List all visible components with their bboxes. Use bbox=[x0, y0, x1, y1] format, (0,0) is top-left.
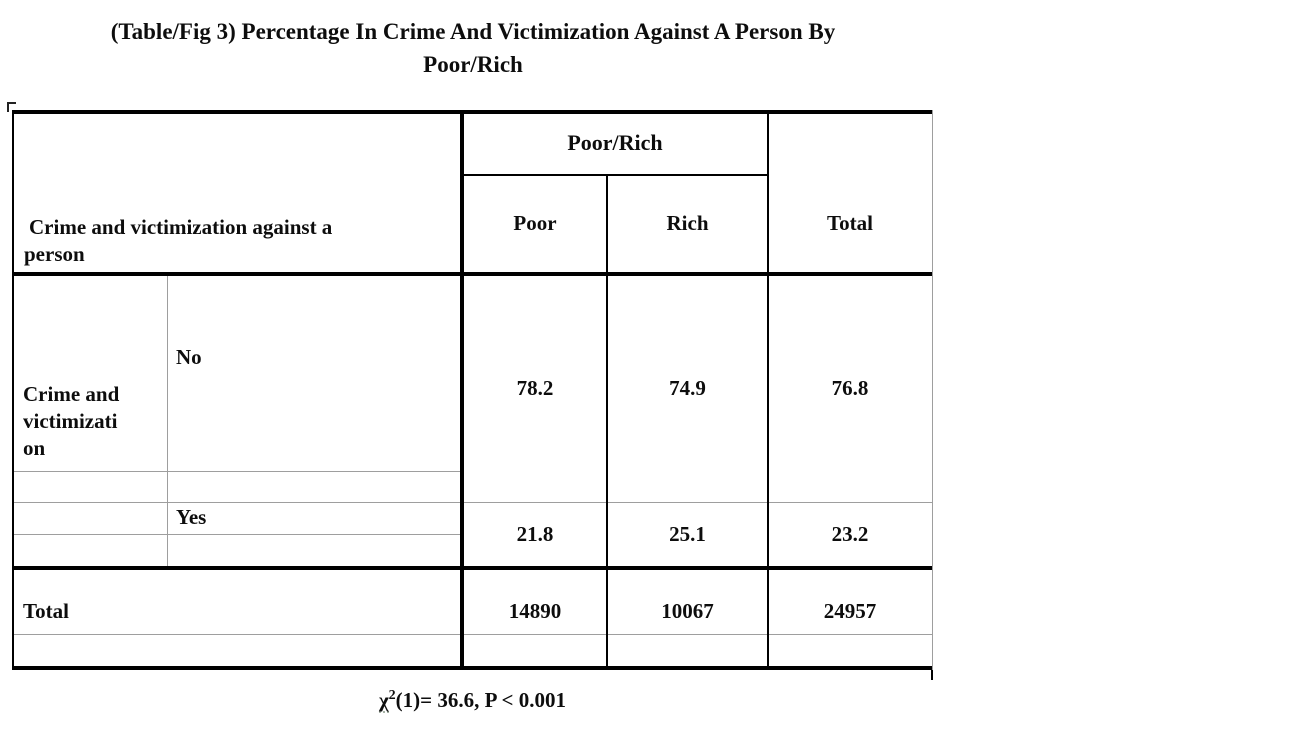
row-no-value-total: 76.8 bbox=[831, 375, 869, 400]
table-border-right bbox=[932, 110, 933, 670]
col-header-total: Total bbox=[827, 210, 873, 235]
totals-value-total: 24957 bbox=[823, 599, 877, 623]
grid-line-below-yes-label bbox=[12, 534, 462, 535]
figure-title: (Table/Fig 3) Percentage In Crime And Vi… bbox=[8, 15, 938, 81]
row-no-label: No bbox=[176, 345, 202, 369]
figure-title-line2: Poor/Rich bbox=[423, 52, 523, 77]
group-header-underline bbox=[462, 174, 769, 176]
grid-line-below-no-label bbox=[12, 471, 462, 472]
chi-symbol: χ bbox=[378, 688, 389, 713]
corner-header-line2: person bbox=[24, 242, 85, 266]
group-header-poor-rich: Poor/Rich bbox=[567, 130, 663, 155]
grid-line-no-yes bbox=[12, 502, 933, 503]
row-group-label: Crime and victimizati on bbox=[14, 276, 166, 469]
row-group-label-line1: Crime and bbox=[23, 382, 120, 406]
row-no-value-rich: 74.9 bbox=[669, 375, 706, 400]
chi-statistic-text: (1)= 36.6, P < 0.001 bbox=[395, 688, 567, 712]
totals-label: Total bbox=[23, 599, 69, 623]
row-no-value-poor: 78.2 bbox=[516, 375, 554, 400]
col-header-rich: Rich bbox=[666, 210, 709, 235]
row-yes-label: Yes bbox=[176, 504, 207, 529]
stub-data-separator bbox=[460, 110, 464, 670]
table-border-left bbox=[12, 110, 14, 670]
row-yes-value-rich: 25.1 bbox=[669, 521, 706, 546]
header-separator bbox=[12, 272, 933, 276]
totals-separator bbox=[12, 566, 933, 570]
row-yes-value-poor: 21.8 bbox=[516, 521, 554, 546]
corner-header: Crime and victimization against a person bbox=[14, 114, 460, 272]
totals-value-poor: 14890 bbox=[508, 599, 562, 623]
col-header-poor: Poor bbox=[513, 210, 557, 235]
totals-value-rich: 10067 bbox=[661, 599, 714, 623]
row-group-label-line2: victimizati bbox=[23, 409, 118, 433]
table-border-bottom bbox=[12, 666, 933, 670]
grid-line-rich-total bbox=[767, 110, 769, 670]
grid-line-poor-rich bbox=[606, 174, 608, 670]
figure-title-line1: (Table/Fig 3) Percentage In Crime And Vi… bbox=[110, 19, 836, 44]
row-yes-value-total: 23.2 bbox=[831, 521, 869, 546]
cursor-tick-top-left bbox=[7, 102, 16, 112]
chi-square-note: χ2(1)= 36.6, P < 0.001 bbox=[12, 688, 933, 713]
grid-line-label-columns bbox=[167, 276, 168, 566]
chi-superscript: 2 bbox=[388, 688, 396, 703]
table-border-top bbox=[12, 110, 933, 114]
cursor-tick-bottom-right bbox=[931, 669, 933, 680]
corner-header-line1: Crime and victimization against a bbox=[29, 215, 333, 239]
grid-line-below-totals bbox=[12, 634, 933, 635]
row-group-label-line3: on bbox=[23, 436, 46, 460]
